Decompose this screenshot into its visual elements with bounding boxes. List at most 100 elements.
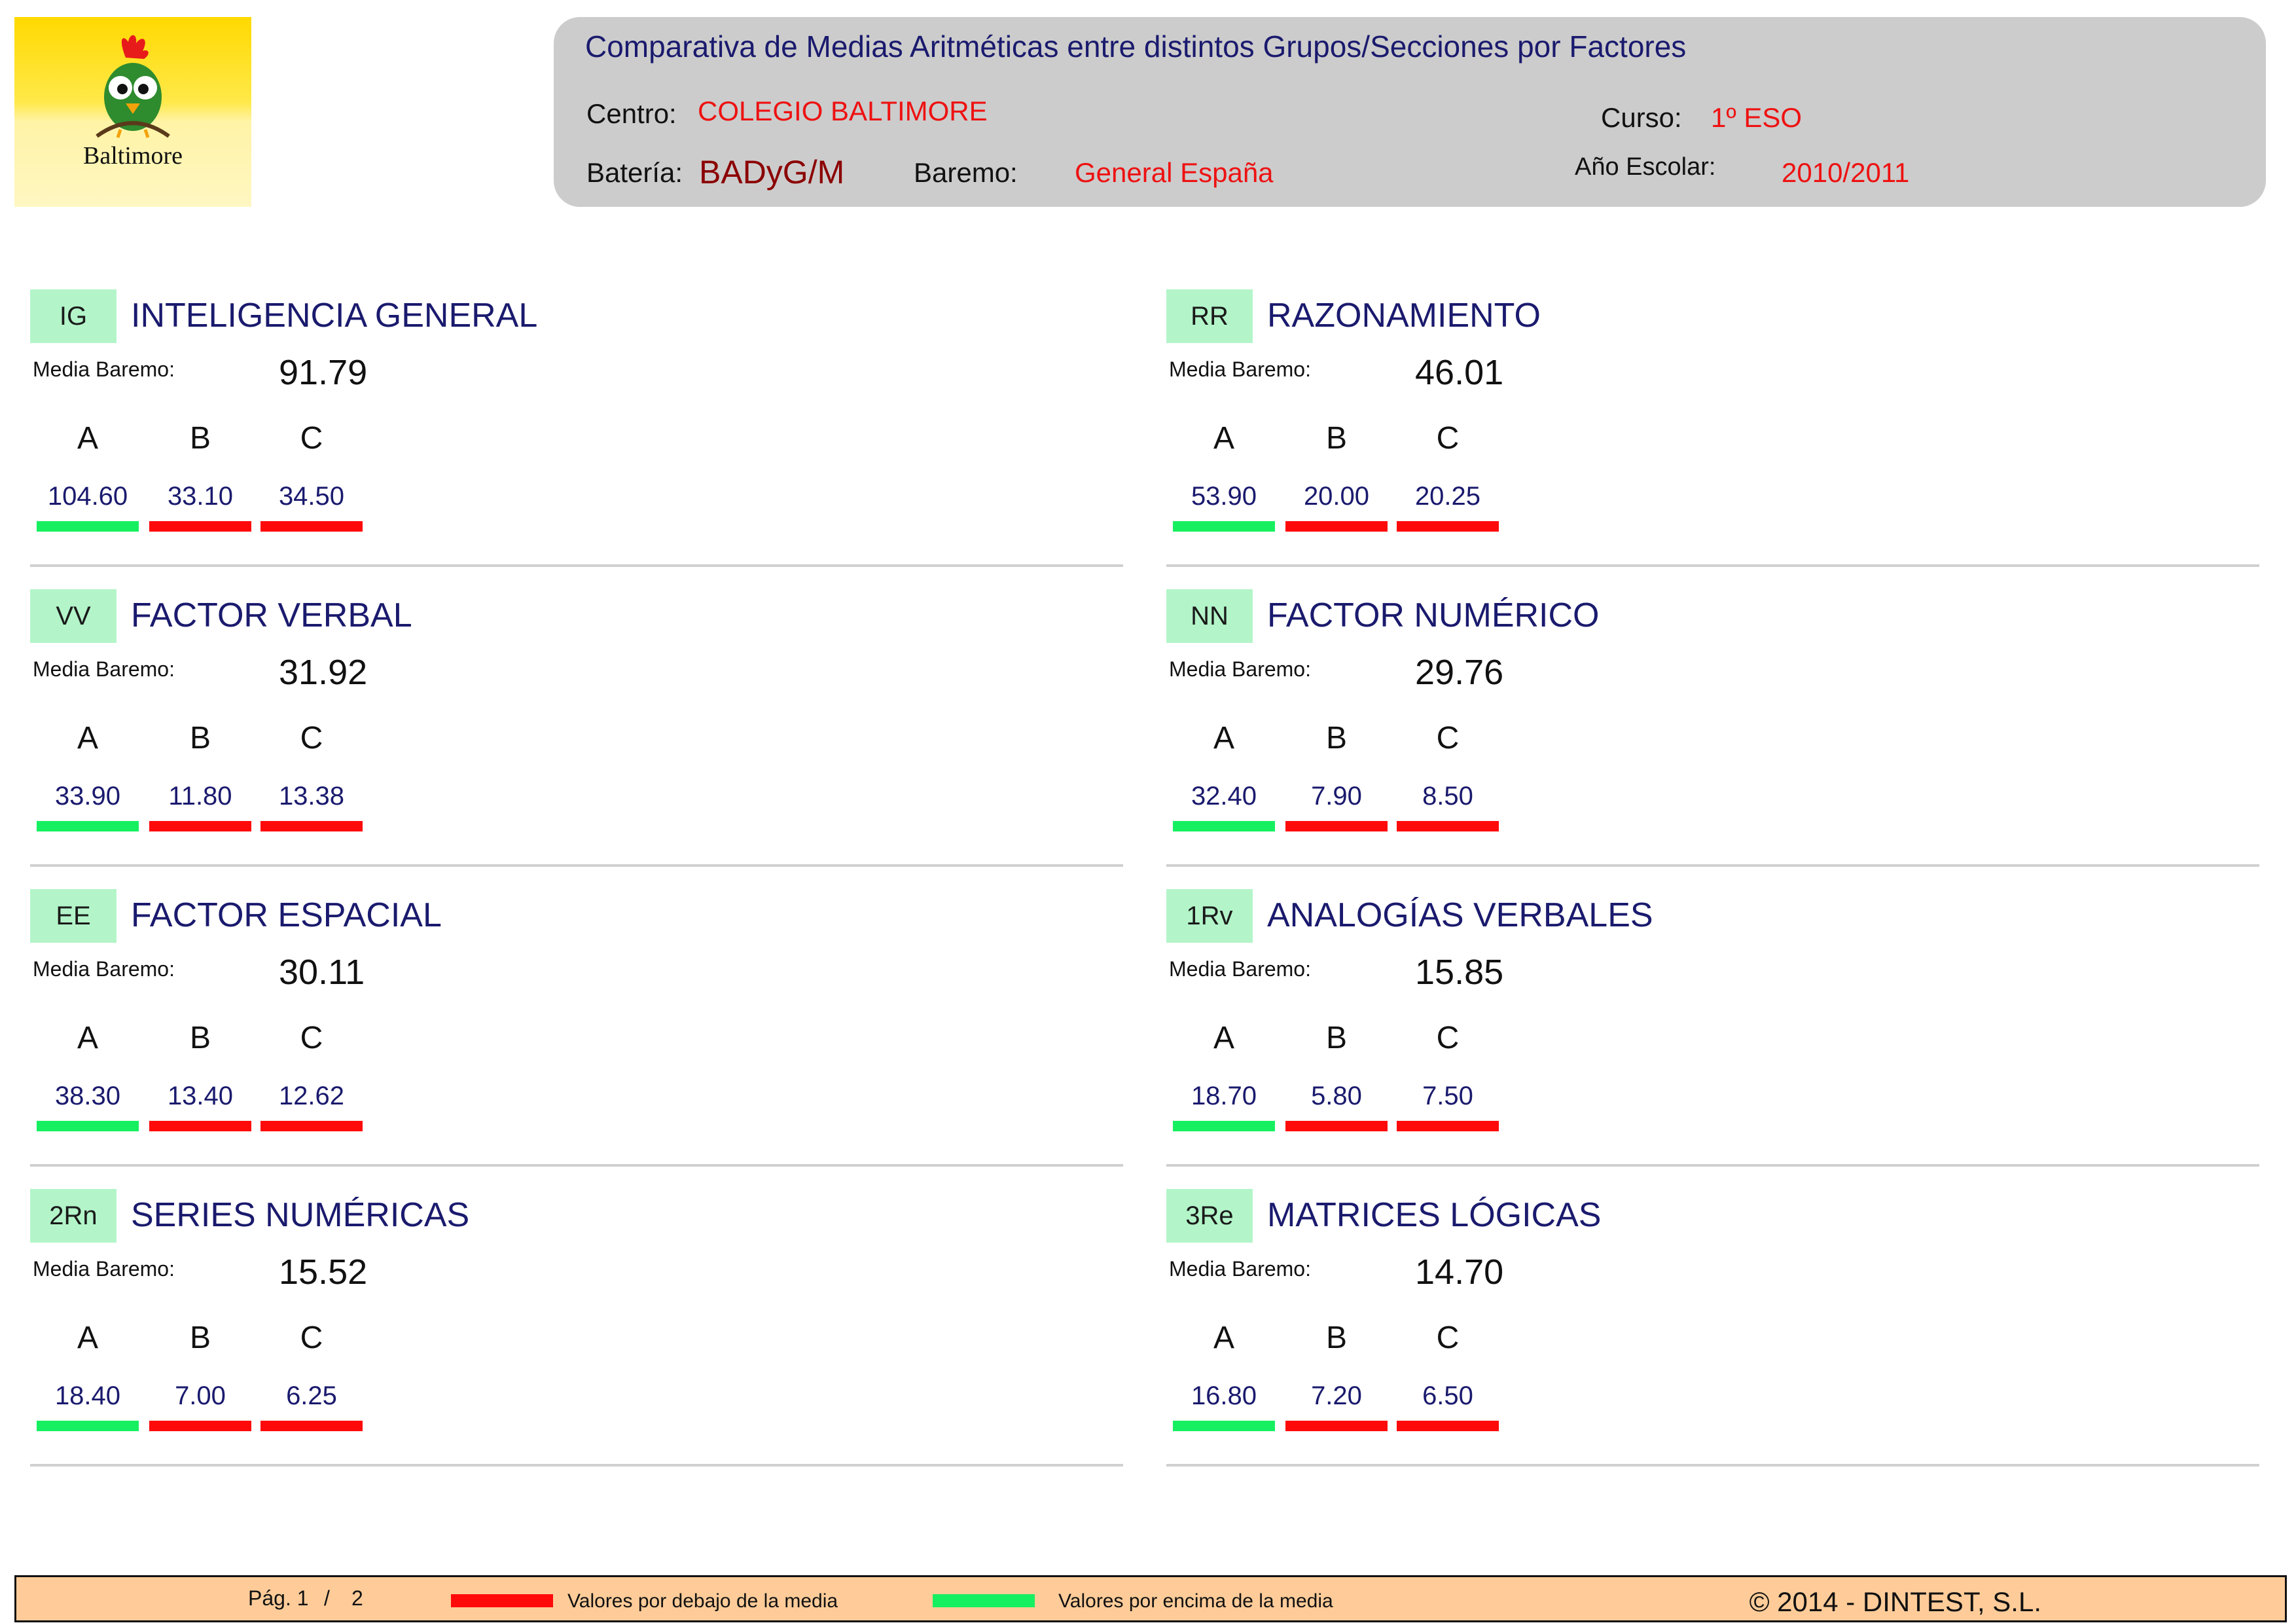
group-value: 32.40 bbox=[1191, 782, 1257, 811]
group-letter: C bbox=[300, 1021, 323, 1055]
below-mean-bar bbox=[149, 1421, 251, 1431]
group-letter: A bbox=[1213, 721, 1234, 756]
group-value: 38.30 bbox=[54, 1082, 121, 1110]
centro-label: Centro: bbox=[586, 98, 677, 129]
group-letter: C bbox=[300, 721, 323, 756]
factor-code-badge: 2Rn bbox=[30, 1189, 117, 1243]
factor-title: MATRICES LÓGICAS bbox=[1267, 1196, 1602, 1234]
legend-above-text: Valores por encima de la media bbox=[1058, 1590, 1333, 1612]
bateria-value: BADyG/M bbox=[699, 154, 845, 191]
group-value: 7.20 bbox=[1311, 1381, 1362, 1410]
media-baremo-label: Media Baremo: bbox=[1169, 657, 1311, 681]
above-mean-bar bbox=[1173, 1421, 1275, 1431]
group-letter: A bbox=[1213, 1321, 1234, 1355]
factor-code-badge: RR bbox=[1166, 289, 1253, 343]
media-baremo-value: 30.11 bbox=[279, 953, 365, 992]
group-letter: C bbox=[1436, 1321, 1460, 1355]
group-value: 7.50 bbox=[1422, 1082, 1473, 1110]
group-value: 7.90 bbox=[1311, 782, 1362, 811]
above-mean-bar bbox=[37, 821, 139, 831]
media-baremo-value: 15.52 bbox=[279, 1252, 368, 1292]
section-divider bbox=[30, 564, 1123, 567]
factor-code-badge: EE bbox=[30, 889, 117, 943]
factor-section: IG INTELIGENCIA GENERAL Media Baremo: 91.79… bbox=[30, 289, 1123, 591]
group-letter: C bbox=[300, 1321, 323, 1355]
factor-code-badge: NN bbox=[1166, 589, 1253, 643]
group-letter: B bbox=[1325, 421, 1347, 456]
factor-section: VV FACTOR VERBAL Media Baremo: 31.92 A 33.90 B… bbox=[30, 589, 1123, 890]
group-value: 20.25 bbox=[1414, 482, 1481, 511]
group-value: 104.60 bbox=[47, 482, 128, 511]
factor-section: EE FACTOR ESPACIAL Media Baremo: 30.11 A 38.3… bbox=[30, 889, 1123, 1190]
group-value: 6.50 bbox=[1422, 1381, 1473, 1410]
media-baremo-label: Media Baremo: bbox=[1169, 1257, 1311, 1281]
group-letter: B bbox=[1325, 1321, 1347, 1355]
bateria-label: Batería: bbox=[586, 157, 683, 188]
factor-section: 2Rn SERIES NUMÉRICAS Media Baremo: 15.52 A 18… bbox=[30, 1189, 1123, 1490]
below-mean-bar bbox=[1397, 1121, 1499, 1131]
factor-code-badge: 1Rv bbox=[1166, 889, 1253, 943]
group-letter: C bbox=[1436, 421, 1460, 456]
footer-bar: Pág. 1 / 2 Valores por debajo de la medi… bbox=[14, 1575, 2287, 1622]
below-mean-bar bbox=[1285, 1121, 1388, 1131]
above-mean-bar bbox=[37, 1421, 139, 1431]
below-mean-bar bbox=[260, 1421, 363, 1431]
below-mean-bar bbox=[149, 821, 251, 831]
group-value: 7.00 bbox=[175, 1381, 226, 1410]
page-separator: / bbox=[324, 1586, 330, 1610]
factor-title: FACTOR VERBAL bbox=[131, 596, 412, 634]
copyright: © 2014 - DINTEST, S.L. bbox=[1749, 1586, 2041, 1617]
section-divider bbox=[30, 1464, 1123, 1467]
group-value: 12.62 bbox=[278, 1082, 345, 1110]
group-letter: B bbox=[1325, 721, 1347, 756]
media-baremo-value: 14.70 bbox=[1415, 1252, 1504, 1292]
group-value: 8.50 bbox=[1422, 782, 1473, 811]
below-mean-bar bbox=[149, 521, 251, 532]
below-mean-bar bbox=[260, 1121, 363, 1131]
factor-section: 3Re MATRICES LÓGICAS Media Baremo: 14.70 A 16… bbox=[1166, 1189, 2259, 1490]
section-divider bbox=[1166, 564, 2259, 567]
below-mean-bar bbox=[149, 1121, 251, 1131]
group-letter: B bbox=[1325, 1021, 1347, 1055]
group-value: 33.10 bbox=[167, 482, 234, 511]
group-letter: B bbox=[189, 1021, 211, 1055]
media-baremo-label: Media Baremo: bbox=[33, 1257, 175, 1281]
group-value: 18.40 bbox=[54, 1381, 121, 1410]
group-letter: A bbox=[1213, 421, 1234, 456]
below-mean-bar bbox=[260, 821, 363, 831]
group-letter: C bbox=[300, 421, 323, 456]
group-value: 53.90 bbox=[1191, 482, 1257, 511]
factor-section: RR RAZONAMIENTO Media Baremo: 46.01 A 53.90 B 2… bbox=[1166, 289, 2259, 591]
section-divider bbox=[1166, 1464, 2259, 1467]
factor-section: 1Rv ANALOGÍAS VERBALES Media Baremo: 15.85 A… bbox=[1166, 889, 2259, 1190]
report-title: Comparativa de Medias Aritméticas entre … bbox=[585, 29, 1687, 64]
factor-title: SERIES NUMÉRICAS bbox=[131, 1196, 470, 1234]
group-value: 20.00 bbox=[1303, 482, 1370, 511]
above-mean-bar bbox=[1173, 1121, 1275, 1131]
group-letter: A bbox=[77, 421, 98, 456]
media-baremo-label: Media Baremo: bbox=[33, 357, 175, 381]
group-letter: C bbox=[1436, 721, 1460, 756]
media-baremo-label: Media Baremo: bbox=[1169, 357, 1311, 381]
above-mean-bar bbox=[1173, 821, 1275, 831]
media-baremo-label: Media Baremo: bbox=[33, 657, 175, 681]
curso-value: 1º ESO bbox=[1711, 102, 1803, 133]
media-baremo-value: 15.85 bbox=[1415, 953, 1504, 992]
factor-title: FACTOR ESPACIAL bbox=[131, 896, 442, 934]
factor-code-badge: 3Re bbox=[1166, 1189, 1253, 1243]
baremo-label: Baremo: bbox=[914, 157, 1018, 188]
report-header: Comparativa de Medias Aritméticas entre … bbox=[554, 17, 2266, 207]
rooster-bird-logo-icon bbox=[96, 35, 170, 138]
section-divider bbox=[30, 864, 1123, 867]
media-baremo-value: 91.79 bbox=[279, 353, 368, 392]
section-divider bbox=[1166, 864, 2259, 867]
above-mean-bar bbox=[1173, 521, 1275, 532]
below-mean-bar bbox=[1397, 821, 1499, 831]
below-mean-bar bbox=[1397, 1421, 1499, 1431]
group-letter: B bbox=[189, 421, 211, 456]
baremo-value: General España bbox=[1075, 157, 1274, 188]
logo-text: Baltimore bbox=[83, 142, 183, 170]
legend-above-swatch bbox=[933, 1594, 1035, 1607]
legend-below-text: Valores por debajo de la media bbox=[567, 1590, 838, 1612]
group-letter: B bbox=[189, 1321, 211, 1355]
